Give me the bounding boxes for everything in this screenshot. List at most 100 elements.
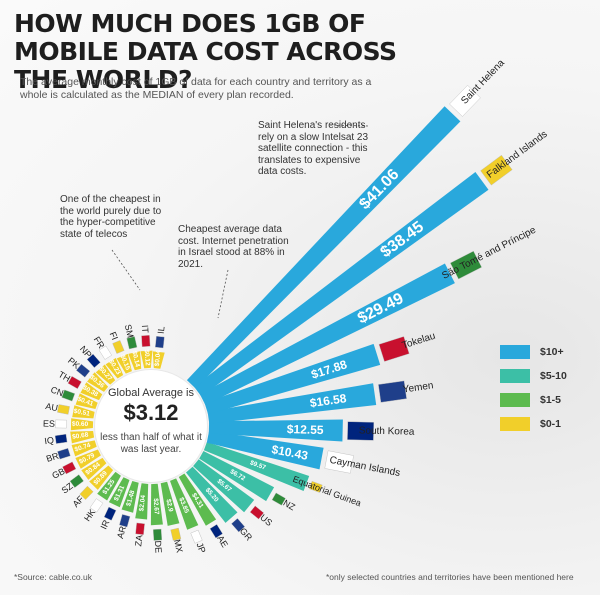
country-label-de: DE <box>153 540 164 553</box>
bar-pk <box>87 372 109 392</box>
bar-au <box>72 405 95 419</box>
flag-icon <box>378 336 410 362</box>
flag-icon <box>155 335 165 349</box>
country-label-saint-helena: Saint Helena <box>459 57 507 106</box>
flag-icon <box>62 461 77 475</box>
value-label-il: $0.04 <box>154 349 163 366</box>
bar-iq <box>70 431 95 444</box>
bar-tokelau <box>204 343 381 415</box>
value-label-falkland-islands: $38.45 <box>378 218 428 261</box>
flag-icon <box>119 514 131 528</box>
bar-ae <box>178 473 217 526</box>
bar-ar <box>121 481 139 513</box>
value-label-it: $0.12 <box>143 349 151 366</box>
value-label-sm: $0.14 <box>130 350 141 368</box>
bar-yemen <box>207 383 377 424</box>
legend-swatch-10plus <box>500 345 530 359</box>
flag-icon <box>135 522 145 535</box>
legend-label-10plus: $10+ <box>540 346 564 358</box>
bar-af <box>89 465 114 490</box>
country-label-ar: AR <box>115 524 128 539</box>
value-label-ar: $1.48 <box>125 489 136 507</box>
flag-icon <box>55 419 67 429</box>
bar-th <box>80 382 103 401</box>
bar-br <box>71 440 97 457</box>
flag-icon <box>170 527 182 541</box>
flag-icon <box>249 505 264 520</box>
bar-fr <box>105 358 124 379</box>
global-average-value: $3.12 <box>123 400 179 425</box>
flag-icon <box>141 335 151 347</box>
bar-es <box>70 418 94 431</box>
country-label-jp: JP <box>194 541 207 555</box>
bar-falkland-islands <box>194 172 489 397</box>
value-label-au: $0.51 <box>73 408 91 418</box>
bar-gr <box>186 466 238 523</box>
flag-icon <box>69 474 84 488</box>
flag-icon <box>231 518 246 533</box>
country-label-il: IL <box>156 326 167 335</box>
bar-cayman-islands <box>206 430 324 470</box>
flag-icon <box>57 447 71 460</box>
country-label-mx: MX <box>172 538 185 553</box>
bar-it <box>140 350 153 369</box>
flag-icon <box>98 345 112 360</box>
flag-icon <box>324 450 354 474</box>
flag-icon <box>67 376 82 389</box>
flag-icon <box>126 336 138 350</box>
country-label-iq: IQ <box>44 435 55 446</box>
country-label-za: ZA <box>133 534 144 547</box>
flag-icon <box>54 433 68 444</box>
bar-equatorial-guinea <box>203 442 310 491</box>
bar-south-korea <box>208 419 343 442</box>
flag-icon <box>449 85 481 117</box>
value-label-za: $2.04 <box>138 494 147 511</box>
flag-icon <box>480 154 513 186</box>
bar-il <box>152 351 165 369</box>
annotation-india: One of the cheapest in the world purely … <box>60 194 162 240</box>
country-label-it: IT <box>140 325 151 334</box>
country-label-south-korea: South Korea <box>359 425 415 437</box>
legend-swatch-1-5 <box>500 393 530 407</box>
country-label-sm: SM <box>123 323 136 338</box>
flag-icon <box>347 421 375 441</box>
flag-icon <box>86 353 101 368</box>
country-label-cn: CN <box>49 384 65 398</box>
page-subtitle: The average monthly cost of 1GB of data … <box>20 76 372 101</box>
bar-nz <box>199 451 275 502</box>
center-circle <box>95 370 207 482</box>
flag-icon <box>209 524 223 539</box>
bar-cn <box>75 393 98 409</box>
country-label-ir: IR <box>99 518 112 531</box>
value-label-mx: $2.9 <box>164 499 174 513</box>
bar-mx <box>160 481 180 526</box>
bar-us <box>193 459 255 513</box>
flag-icon <box>103 506 117 521</box>
annotation-israel: Cheapest average data cost. Internet pen… <box>178 224 289 270</box>
annotation-saint-helena: Saint Helena's residents rely on a slow … <box>258 120 369 177</box>
global-average-label: Global Average is <box>107 387 195 399</box>
bar-fi <box>116 353 132 374</box>
legend-label-5-10: $5-10 <box>540 370 567 382</box>
flag-icon <box>112 340 125 354</box>
bar-s-o-tom-and-pr-ncipe <box>199 263 455 405</box>
bar-jp <box>170 478 199 530</box>
legend-label-0-1: $0-1 <box>540 418 562 430</box>
country-label-au: AU <box>45 401 59 413</box>
leader-line-india <box>111 249 141 291</box>
country-label-br: BR <box>45 450 60 463</box>
page-title: HOW MUCH DOES 1GB OF MOBILE DATA COST AC… <box>14 9 397 94</box>
global-average-note: less than half of what it was last year. <box>100 432 202 455</box>
country-label-cayman-islands: Cayman Islands <box>329 455 401 479</box>
flag-icon <box>57 404 70 415</box>
value-label-yemen: $16.58 <box>309 391 348 410</box>
bar-ir <box>108 477 130 508</box>
country-label-tokelau: Tokelau <box>401 331 437 352</box>
bar-hk <box>97 471 121 501</box>
footer-disclaimer: *only selected countries and territories… <box>326 572 574 582</box>
bar-za <box>135 483 149 520</box>
legend-label-1-5: $1-5 <box>540 394 562 406</box>
flag-icon <box>152 528 163 541</box>
